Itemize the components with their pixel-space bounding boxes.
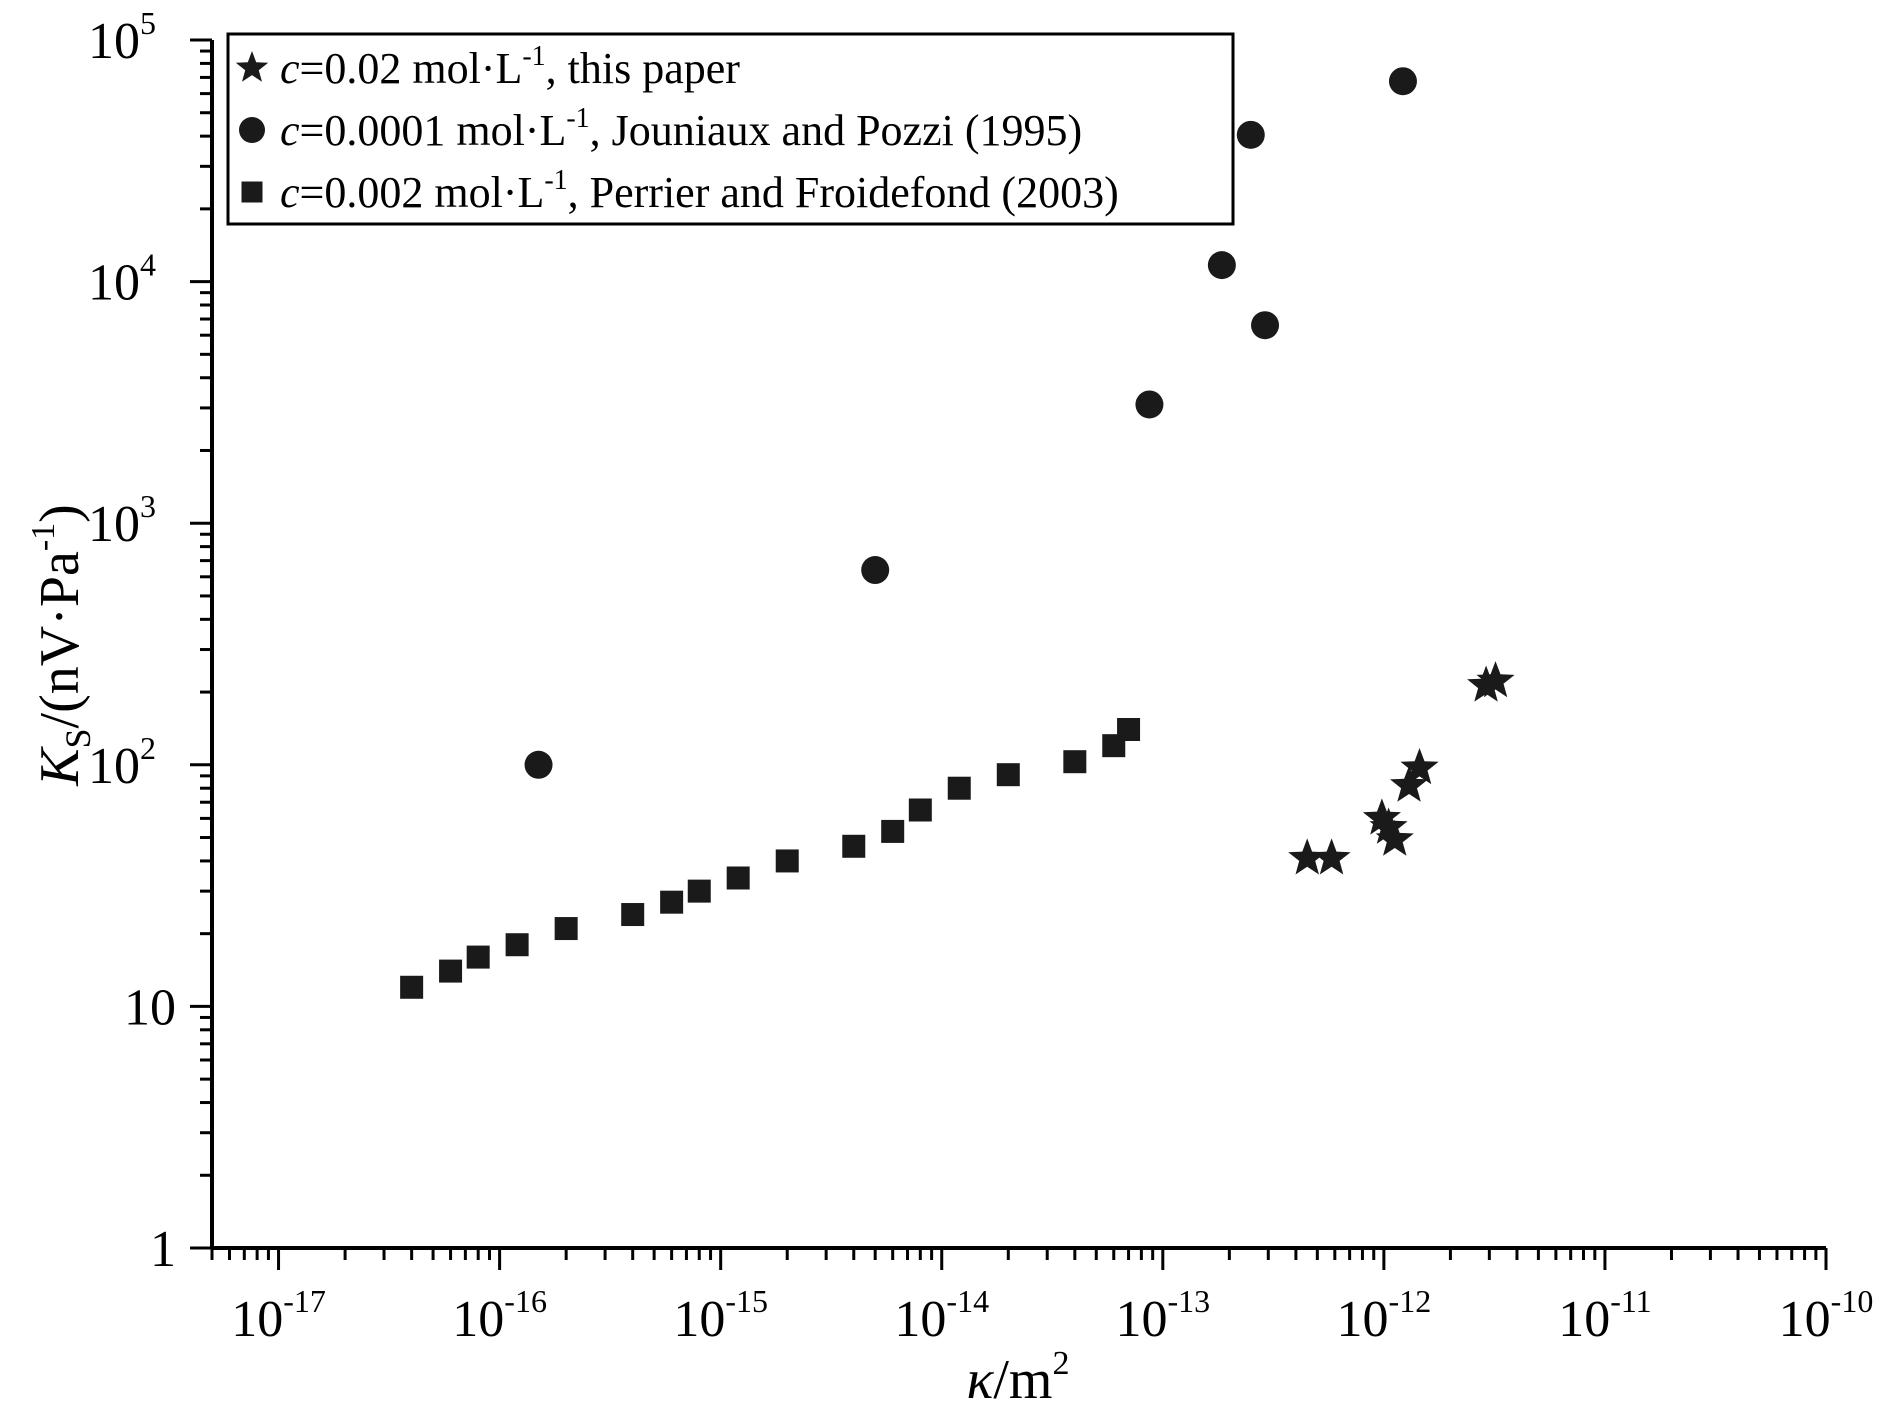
y-axis-title: KS/(nV·Pa-1)	[25, 504, 98, 787]
circle-point	[861, 556, 890, 585]
x-tick-label: 10-15	[673, 1283, 768, 1348]
circle-point	[1135, 390, 1164, 419]
y-tick-label: 104	[88, 247, 156, 312]
square-point	[996, 763, 1020, 787]
star-point	[1467, 665, 1506, 702]
star-point	[1375, 819, 1414, 856]
square-point	[687, 879, 711, 903]
square-point	[1117, 717, 1141, 741]
square-point	[881, 819, 905, 843]
square-point	[1063, 750, 1087, 774]
square-point	[842, 834, 866, 858]
square-point	[726, 866, 750, 890]
legend-marker-circle	[239, 117, 265, 143]
star-point	[1288, 838, 1327, 875]
circle-point	[1207, 251, 1236, 280]
square-point	[439, 959, 463, 983]
legend: c=0.02 mol·L-1, this paper c=0.0001 mol·L…	[226, 32, 1235, 226]
star-point	[1362, 798, 1401, 835]
square-point	[554, 917, 578, 941]
data-markers	[400, 67, 1515, 999]
star-point	[1312, 838, 1351, 875]
square-point	[621, 903, 645, 927]
y-tick-label: 1	[150, 1221, 176, 1278]
tick-labels: 10-17 10-16 10-15 10-14 10-13 10-12 10-11 10-10…	[88, 5, 1873, 1348]
legend-box	[226, 32, 1235, 226]
series-circle	[524, 67, 1417, 779]
star-point	[1400, 748, 1439, 785]
legend-marker-star	[235, 51, 269, 82]
square-point	[775, 849, 799, 873]
star-point	[1476, 661, 1515, 698]
x-tick-label: 10-12	[1337, 1283, 1432, 1348]
circle-point	[524, 750, 553, 779]
y-tick-label: 10	[124, 979, 176, 1036]
x-tick-label: 10-17	[231, 1283, 326, 1348]
legend-marker-square	[241, 181, 263, 203]
circle-point	[1251, 311, 1280, 340]
x-tick-label: 10-11	[1558, 1283, 1651, 1348]
ticks	[190, 38, 1828, 1270]
legend-items: c=0.02 mol·L-1, this paper c=0.0001 mol·L…	[235, 41, 1119, 217]
square-point	[908, 798, 932, 822]
circle-point	[1388, 67, 1417, 96]
legend-label: c=0.0001 mol·L-1, Jouniaux and Pozzi (19…	[280, 103, 1082, 155]
x-tick-label: 10-14	[894, 1283, 989, 1348]
circle-point	[1236, 120, 1265, 149]
square-point	[660, 890, 684, 914]
star-point	[1369, 807, 1408, 844]
y-tick-label: 102	[88, 730, 156, 795]
square-point	[466, 945, 490, 969]
x-tick-label: 10-10	[1779, 1283, 1874, 1348]
legend-label: c=0.02 mol·L-1, this paper	[280, 41, 740, 93]
series-square	[400, 717, 1141, 999]
x-tick-label: 10-13	[1115, 1283, 1210, 1348]
y-tick-label: 103	[88, 488, 156, 553]
legend-label: c=0.002 mol·L-1, Perrier and Froidefond …	[280, 165, 1119, 217]
star-point	[1390, 765, 1429, 802]
series-star	[1288, 661, 1515, 875]
square-point	[400, 975, 424, 999]
square-point	[505, 933, 529, 957]
x-tick-label: 10-16	[452, 1283, 547, 1348]
x-axis-title: κ/m2	[966, 1345, 1069, 1411]
square-point	[947, 776, 971, 800]
y-tick-label: 105	[88, 5, 156, 70]
